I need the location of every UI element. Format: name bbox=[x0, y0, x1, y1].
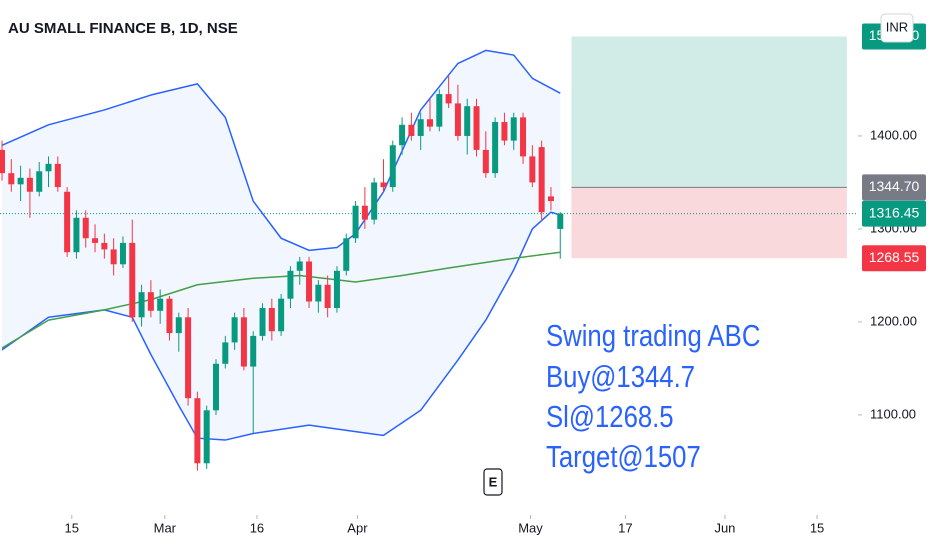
candle-body bbox=[417, 119, 424, 136]
candle-body bbox=[250, 335, 257, 367]
candle-body bbox=[36, 171, 43, 192]
price-label-bg bbox=[862, 245, 926, 272]
price-label-bg bbox=[862, 200, 926, 227]
currency: INR bbox=[886, 19, 908, 34]
moving-average bbox=[1, 251, 561, 349]
candle-body bbox=[343, 238, 350, 271]
candle-body bbox=[324, 284, 331, 308]
annotation-line: Target@1507 bbox=[546, 440, 701, 475]
loss-zone bbox=[571, 187, 847, 259]
candle-body bbox=[240, 317, 247, 367]
candle-body bbox=[17, 177, 24, 185]
annotation-line: Swing trading ABC bbox=[546, 319, 760, 354]
candle-body bbox=[557, 213, 564, 229]
candle-body bbox=[520, 117, 527, 157]
events-icon-box bbox=[483, 468, 503, 496]
candle-body bbox=[73, 217, 80, 253]
candle-body bbox=[82, 217, 89, 239]
candle-body bbox=[538, 147, 545, 213]
candle-body bbox=[454, 103, 461, 136]
candle-body bbox=[399, 124, 406, 146]
candle-body bbox=[64, 191, 71, 253]
candle-body bbox=[492, 122, 499, 174]
candle-body bbox=[333, 270, 340, 308]
candle-body bbox=[464, 106, 471, 136]
candle-body bbox=[268, 307, 275, 332]
candle-body bbox=[119, 242, 126, 265]
x-tick-label: Mar bbox=[154, 520, 177, 535]
annotation: Swing trading ABC Buy@1344.7 Sl@1268.5 Targ… bbox=[546, 319, 760, 475]
annotation-line: Buy@1344.7 bbox=[546, 360, 695, 395]
candle-body bbox=[222, 342, 229, 364]
upper-band bbox=[1, 49, 561, 252]
candle-body bbox=[110, 249, 117, 265]
y-tick-label: 1400.00 bbox=[870, 127, 917, 142]
candle-body bbox=[361, 205, 368, 220]
candle-body bbox=[0, 149, 6, 174]
candle-body bbox=[259, 307, 266, 336]
candle-body bbox=[157, 298, 164, 311]
candle-body bbox=[445, 94, 452, 104]
candle-body bbox=[287, 270, 294, 299]
candle-body bbox=[166, 298, 173, 334]
profit-zone bbox=[571, 36, 847, 188]
x-tick-label: May bbox=[518, 520, 543, 535]
chart-title: AU SMALL FINANCE B, 1D, NSE bbox=[8, 20, 238, 37]
candle-body bbox=[147, 292, 154, 311]
candle-body bbox=[427, 119, 434, 127]
candle-body bbox=[547, 196, 554, 202]
candle-body bbox=[306, 261, 313, 302]
currency-badge bbox=[880, 13, 914, 43]
x-tick-label: 15 bbox=[810, 520, 824, 535]
candle-body bbox=[231, 317, 238, 343]
candle-body bbox=[8, 173, 15, 185]
candle-body bbox=[54, 163, 61, 188]
candle-body bbox=[510, 117, 517, 141]
candle-body bbox=[315, 284, 322, 302]
candle-body bbox=[213, 363, 220, 411]
candle-body bbox=[45, 163, 52, 172]
candle-body bbox=[501, 122, 508, 141]
candle-body bbox=[185, 317, 192, 399]
x-tick-label: Apr bbox=[347, 520, 368, 535]
candle-body bbox=[129, 242, 136, 318]
candle-body bbox=[473, 106, 480, 150]
price-label-bg bbox=[862, 174, 926, 201]
candle-body bbox=[529, 156, 536, 183]
candle-body bbox=[278, 298, 285, 332]
candle-body bbox=[26, 177, 33, 192]
candle-body bbox=[352, 205, 359, 239]
candle-body bbox=[296, 261, 303, 271]
x-tick-label: Jun bbox=[714, 520, 735, 535]
price-label: 1316.45 bbox=[869, 204, 920, 220]
candle-body bbox=[101, 242, 108, 250]
candle-body bbox=[194, 398, 201, 464]
y-tick-label: 1100.00 bbox=[870, 406, 916, 421]
price-label: 1344.70 bbox=[869, 178, 920, 194]
candle-body bbox=[138, 292, 145, 318]
candle-body bbox=[203, 410, 210, 464]
candle-body bbox=[371, 182, 378, 220]
price-label: 1268.55 bbox=[869, 249, 920, 265]
candle-body bbox=[482, 149, 489, 174]
candle-body bbox=[175, 317, 182, 334]
candle-body bbox=[436, 94, 443, 127]
x-tick-label: 15 bbox=[65, 520, 79, 535]
candle-body bbox=[389, 145, 396, 188]
x-tick-label: 16 bbox=[250, 520, 264, 535]
candle-body bbox=[380, 182, 387, 188]
x-tick-label: 17 bbox=[618, 520, 632, 535]
events-icon: E bbox=[489, 474, 498, 489]
y-tick-label: 1200.00 bbox=[870, 313, 917, 328]
candle-body bbox=[92, 238, 99, 243]
candle-body bbox=[408, 124, 415, 136]
annotation-line: Sl@1268.5 bbox=[546, 400, 674, 435]
